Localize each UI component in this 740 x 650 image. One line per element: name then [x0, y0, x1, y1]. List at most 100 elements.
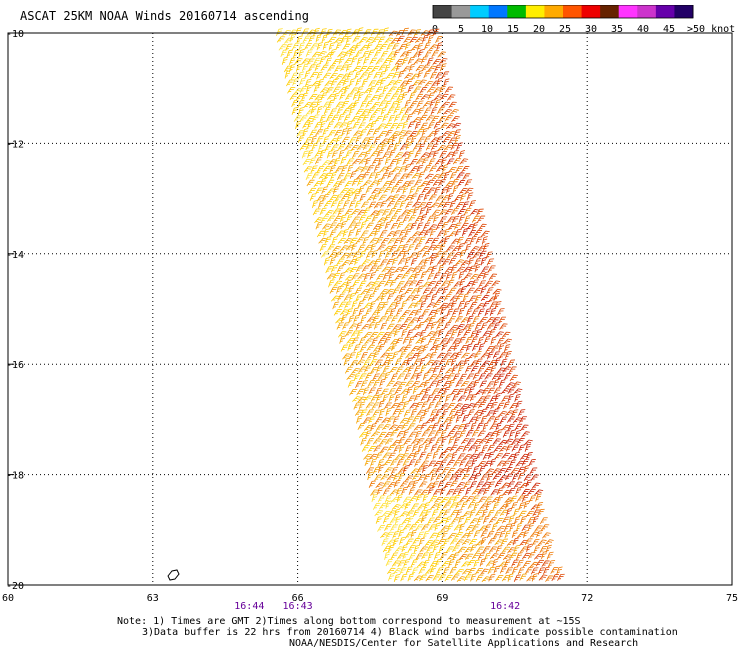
wind-barb	[359, 337, 366, 345]
wind-barb	[453, 460, 461, 467]
wind-barb	[372, 438, 382, 445]
wind-barb	[402, 157, 410, 166]
wind-barb	[450, 480, 458, 488]
wind-barb	[384, 523, 392, 531]
wind-barb	[420, 364, 427, 374]
wind-barb	[541, 550, 548, 560]
wind-barb	[429, 560, 438, 568]
wind-barb	[440, 403, 449, 410]
wind-barb	[485, 560, 495, 567]
wind-barb	[443, 386, 451, 395]
wind-barb	[352, 158, 362, 165]
wind-barb	[435, 222, 443, 231]
wind-barb	[480, 415, 488, 424]
wind-barb	[461, 561, 471, 568]
wind-barb	[439, 85, 446, 94]
wind-barb	[467, 322, 475, 331]
wind-barb	[489, 553, 499, 560]
wind-barb	[337, 144, 346, 151]
wind-barb	[489, 423, 498, 431]
wind-barb	[529, 531, 539, 538]
wind-barb	[487, 351, 494, 360]
wind-barb	[354, 166, 364, 173]
wind-barb	[458, 515, 465, 524]
wind-barb	[392, 531, 400, 539]
wind-barb	[404, 163, 411, 173]
wind-barb	[447, 402, 456, 410]
wind-barb	[332, 86, 341, 94]
wind-barb	[513, 481, 523, 488]
wind-barb	[379, 408, 386, 417]
wind-barb	[430, 409, 438, 417]
wind-barb	[449, 352, 459, 359]
wind-barb	[466, 192, 474, 201]
wind-barb	[457, 395, 466, 402]
wind-barb	[488, 573, 496, 582]
wind-barb	[401, 57, 409, 66]
wind-barb	[355, 322, 363, 331]
wind-barb	[396, 402, 405, 409]
wind-barb	[374, 49, 382, 58]
wind-barb	[475, 328, 483, 337]
wind-barb	[393, 295, 403, 302]
wind-barb	[370, 395, 379, 402]
wind-barb	[342, 322, 350, 330]
wind-barb	[410, 165, 420, 173]
wind-barb	[440, 552, 448, 560]
wind-barb	[467, 353, 477, 360]
wind-barb	[387, 238, 396, 245]
wind-barb	[412, 266, 421, 273]
wind-barb	[432, 179, 441, 187]
wind-barb	[514, 430, 522, 439]
wind-barb	[387, 481, 397, 488]
wind-barb	[297, 99, 305, 108]
wind-barb	[486, 381, 495, 388]
wind-barb	[352, 396, 362, 402]
wind-barb	[493, 379, 500, 388]
wind-barb	[427, 34, 434, 44]
wind-barb	[461, 407, 468, 417]
wind-barb	[492, 351, 501, 359]
wind-barb	[495, 517, 504, 525]
wind-barb	[518, 510, 527, 518]
wind-barb	[538, 574, 548, 581]
wind-barb	[421, 464, 429, 474]
wind-barb	[416, 193, 424, 202]
wind-barb	[401, 422, 409, 430]
wind-barb	[469, 518, 479, 525]
wind-barb	[384, 221, 392, 230]
wind-barb	[508, 366, 517, 374]
wind-barb	[333, 157, 341, 166]
wind-barb	[525, 479, 533, 488]
wind-barb	[429, 256, 436, 266]
wind-barb	[342, 353, 351, 360]
wind-barb	[309, 157, 317, 165]
wind-barb	[451, 116, 460, 123]
wind-barb	[309, 129, 317, 137]
wind-barb	[390, 338, 400, 345]
wind-barb	[391, 504, 401, 510]
wind-barb	[407, 56, 415, 65]
wind-barb	[446, 123, 456, 130]
wind-barb	[419, 451, 427, 459]
wind-barb	[368, 480, 376, 488]
wind-barb	[394, 300, 401, 309]
wind-barb	[394, 516, 401, 525]
wind-barb	[308, 35, 316, 43]
wind-barb	[390, 552, 399, 560]
wind-barb	[379, 230, 388, 238]
wind-barb	[386, 143, 395, 152]
wind-barb	[365, 185, 373, 194]
wind-barb	[400, 359, 410, 367]
wind-barb	[405, 49, 413, 58]
wind-barb	[378, 194, 387, 201]
wind-barb	[441, 71, 450, 79]
wind-barb	[405, 380, 414, 387]
wind-barb	[434, 551, 441, 560]
wind-barb	[539, 517, 548, 525]
wind-barb	[415, 280, 424, 287]
wind-barb	[497, 494, 504, 503]
wind-barb	[314, 94, 324, 101]
wind-barb	[327, 99, 335, 108]
wind-barb	[295, 63, 303, 72]
